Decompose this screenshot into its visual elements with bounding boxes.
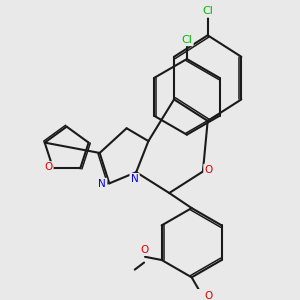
- Text: O: O: [140, 245, 148, 255]
- Text: Cl: Cl: [182, 35, 192, 45]
- Text: N: N: [131, 174, 139, 184]
- Text: O: O: [205, 165, 213, 175]
- Text: O: O: [44, 163, 52, 172]
- Text: O: O: [204, 291, 212, 300]
- Text: Cl: Cl: [202, 6, 213, 16]
- Text: N: N: [98, 179, 106, 189]
